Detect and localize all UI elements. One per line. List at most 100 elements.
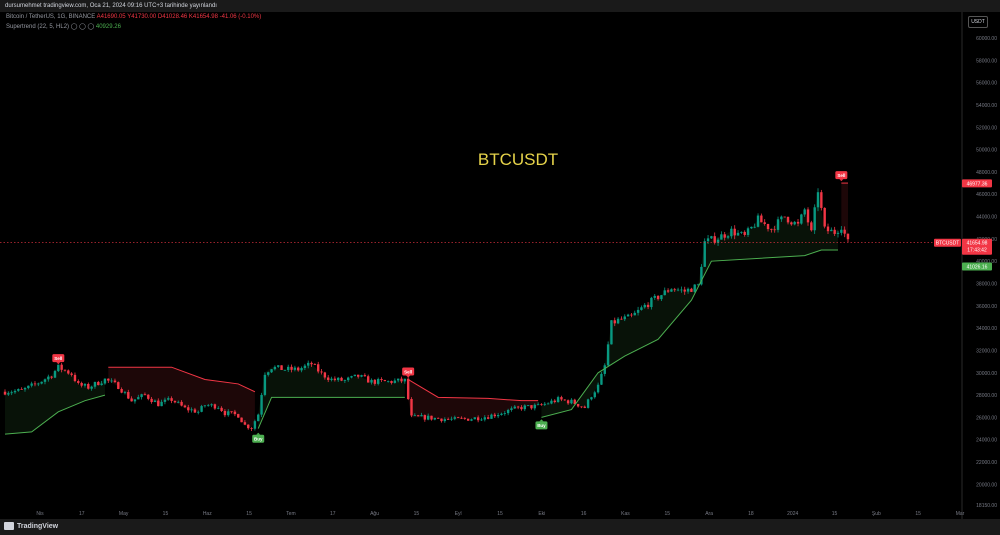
- candle-body: [283, 369, 287, 371]
- candle-body: [516, 406, 520, 408]
- symbol-legend: Bitcoin / TetherUS, 1G, BINANCE A41690.0…: [6, 14, 261, 20]
- candle-body: [376, 379, 380, 384]
- candle-body: [506, 409, 510, 414]
- candle-body: [50, 376, 53, 378]
- candle-body: [193, 409, 197, 413]
- candle-body: [77, 381, 80, 383]
- candle-body: [7, 393, 10, 395]
- candle-body: [270, 369, 273, 373]
- price-axis-tick-label: 24000.00: [976, 438, 997, 444]
- candle-body: [603, 365, 606, 374]
- candle-body: [556, 397, 560, 403]
- candle-body: [606, 344, 610, 366]
- price-axis-tick-label: 60000.00: [976, 36, 997, 42]
- candle-body: [416, 415, 420, 417]
- candle-body: [263, 374, 267, 395]
- candle-body: [353, 374, 357, 377]
- candle-body: [770, 229, 773, 230]
- signal-badge: [52, 354, 65, 363]
- supertrend-fill: [5, 367, 105, 435]
- tradingview-logo[interactable]: TradingView: [4, 522, 58, 530]
- buy-signal-marker: Buy: [535, 419, 548, 430]
- last-price-tag: 41654.98: [967, 241, 988, 247]
- candle-body: [540, 404, 543, 406]
- candle-body: [310, 362, 313, 365]
- candle-body: [423, 415, 427, 420]
- candle-body: [666, 290, 670, 292]
- candle-body: [330, 378, 333, 380]
- time-axis-label: 15: [163, 511, 169, 517]
- supertrend-line: [541, 249, 839, 418]
- candle-body: [683, 289, 686, 292]
- currency-button[interactable]: USDT: [968, 16, 988, 28]
- candle-body: [576, 404, 580, 407]
- candle-body: [580, 406, 583, 408]
- candle-body: [690, 288, 693, 292]
- signal-pointer: [256, 432, 261, 435]
- time-axis-label: Haz: [203, 511, 212, 517]
- candle-body: [810, 222, 813, 231]
- time-axis-label: 17: [330, 511, 336, 517]
- supertrend-fill: [258, 363, 405, 429]
- sell-signal-marker: Sell: [52, 354, 65, 365]
- signal-label: Sell: [837, 173, 845, 178]
- candle-body: [223, 411, 227, 416]
- candle-body: [147, 394, 150, 399]
- candle-body: [570, 399, 573, 404]
- candle-body: [97, 381, 100, 386]
- signal-label: Sell: [54, 356, 62, 361]
- candle-body: [380, 379, 383, 381]
- candle-body: [746, 228, 750, 235]
- candle-body: [167, 398, 170, 400]
- candle-body: [23, 388, 27, 390]
- candle-body: [760, 215, 763, 223]
- candle-body: [130, 398, 133, 402]
- candlestick-chart-svg[interactable]: 60000.00 58000.00 56000.00 54000.00 52000.00…: [0, 12, 1000, 519]
- candle-body: [153, 400, 157, 403]
- candle-body: [203, 405, 207, 407]
- candle-body: [793, 221, 796, 225]
- candle-body: [723, 234, 726, 238]
- price-axis-tick-label: 48000.00: [976, 170, 997, 176]
- candle-body: [290, 366, 293, 370]
- symbol-tag-bg: [934, 238, 961, 247]
- sell-signal-marker: Sell: [835, 171, 848, 182]
- supertrend-fill: [841, 183, 848, 243]
- price-axis-tick-label: 32000.00: [976, 348, 997, 354]
- time-axis-label: Ağu: [370, 511, 379, 517]
- candle-body: [67, 370, 70, 374]
- indicator-name: Supertrend (22, 5, HL2): [6, 24, 70, 30]
- time-axis-label: Ara: [705, 511, 713, 517]
- candle-body: [463, 418, 467, 419]
- candle-body: [303, 365, 307, 369]
- candle-body: [177, 401, 180, 403]
- candle-body: [566, 400, 570, 404]
- candle-body: [710, 236, 713, 239]
- price-axis-tick-label: 30000.00: [976, 371, 997, 377]
- candle-body: [27, 385, 30, 389]
- candle-body: [300, 368, 303, 371]
- candle-body: [816, 192, 820, 208]
- candle-body: [660, 295, 663, 300]
- candle-body: [526, 405, 530, 406]
- price-axis-tick-label: 20000.00: [976, 482, 997, 488]
- candle-body: [3, 391, 7, 395]
- candle-body: [780, 216, 783, 220]
- price-axis-tick-label: 52000.00: [976, 125, 997, 131]
- candle-body: [550, 400, 553, 404]
- candle-body: [610, 320, 613, 345]
- candle-body: [653, 295, 656, 298]
- candle-body: [456, 417, 460, 419]
- candle-body: [250, 428, 253, 429]
- candle-body: [37, 383, 40, 385]
- time-axis-label: Eyl: [455, 511, 462, 517]
- candle-body: [390, 381, 393, 383]
- candle-body: [40, 381, 43, 384]
- candle-body: [393, 380, 397, 383]
- candle-body: [543, 403, 546, 405]
- candle-body: [563, 399, 566, 401]
- chart-area[interactable]: 60000.00 58000.00 56000.00 54000.00 52000.00…: [0, 12, 1000, 524]
- candle-body: [160, 401, 163, 407]
- candle-body: [60, 364, 63, 370]
- candle-body: [170, 398, 173, 401]
